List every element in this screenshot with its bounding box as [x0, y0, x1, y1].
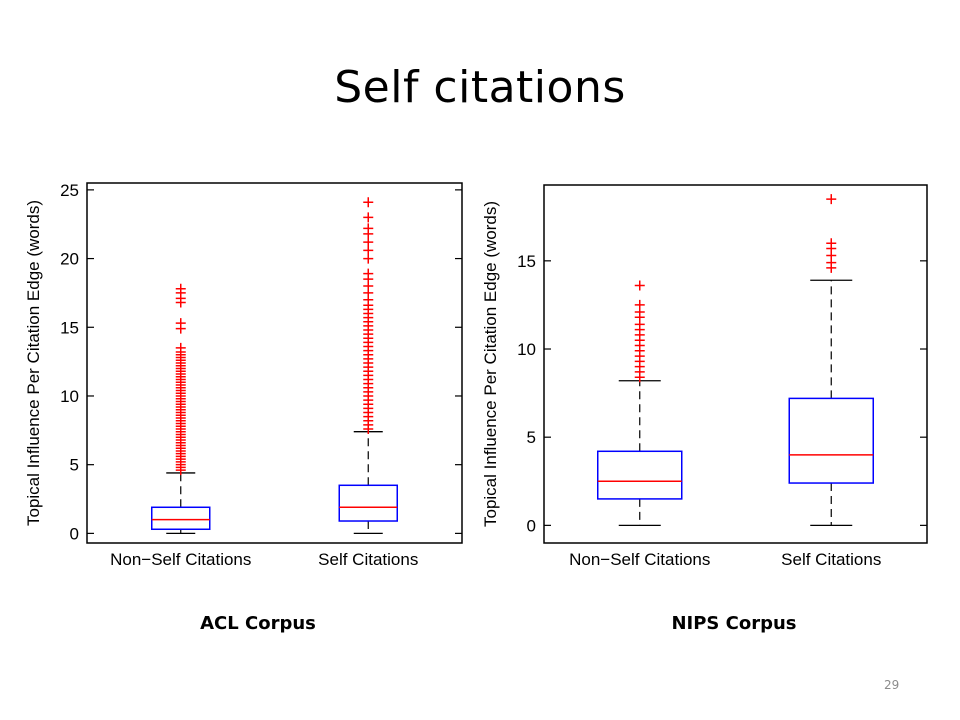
outlier-point [363, 212, 374, 223]
acl-ytick-label: 10 [60, 387, 79, 406]
acl-boxplot-chart: 0 5 10 15 20 25 Topical Influence Per Citation… [24, 181, 463, 569]
acl-category-label: Non−Self Citations [110, 550, 251, 569]
iqr-box [788, 397, 874, 484]
outlier-point [175, 283, 186, 294]
acl-box-0 [151, 283, 211, 535]
nips-ytick-label: 5 [527, 428, 536, 447]
outlier-point [826, 238, 837, 249]
acl-plot-frame [86, 182, 463, 544]
acl-ytick-label: 5 [70, 456, 79, 475]
outlier-point [363, 197, 374, 208]
nips-box-1 [788, 194, 874, 527]
acl-ytick-label: 20 [60, 250, 79, 269]
nips-boxplot-chart: 0 5 10 15 Topical Influence Per Citation Edg… [482, 184, 928, 569]
outlier-point [363, 268, 374, 279]
acl-ytick-label: 15 [60, 318, 79, 337]
outlier-point [634, 299, 645, 310]
iqr-box [338, 484, 398, 522]
outlier-point [826, 194, 837, 205]
acl-category-label: Self Citations [318, 550, 418, 569]
acl-caption: ACL Corpus [200, 613, 316, 634]
iqr-box [151, 506, 211, 531]
nips-caption: NIPS Corpus [671, 613, 797, 634]
outlier-point [175, 342, 186, 353]
nips-ytick-label: 0 [527, 516, 536, 535]
nips-ytick-label: 10 [517, 340, 536, 359]
nips-y-axis-label: Topical Influence Per Citation Edge (wor… [482, 201, 500, 527]
iqr-box [597, 450, 683, 500]
nips-box-0 [597, 280, 683, 527]
nips-plot-frame [543, 184, 928, 544]
outlier-point [634, 280, 645, 291]
page-number: 29 [884, 678, 900, 692]
nips-ytick-label: 15 [517, 252, 536, 271]
acl-ytick-label: 25 [60, 181, 79, 200]
acl-ytick-label: 0 [70, 524, 79, 543]
outlier-point [363, 223, 374, 234]
acl-y-axis-label: Topical Influence Per Citation Edge (wor… [24, 200, 43, 526]
outlier-point [175, 318, 186, 329]
nips-category-label: Self Citations [781, 550, 881, 569]
slide-title: Self citations [334, 62, 626, 113]
nips-category-label: Non−Self Citations [569, 550, 710, 569]
acl-box-1 [338, 197, 398, 535]
